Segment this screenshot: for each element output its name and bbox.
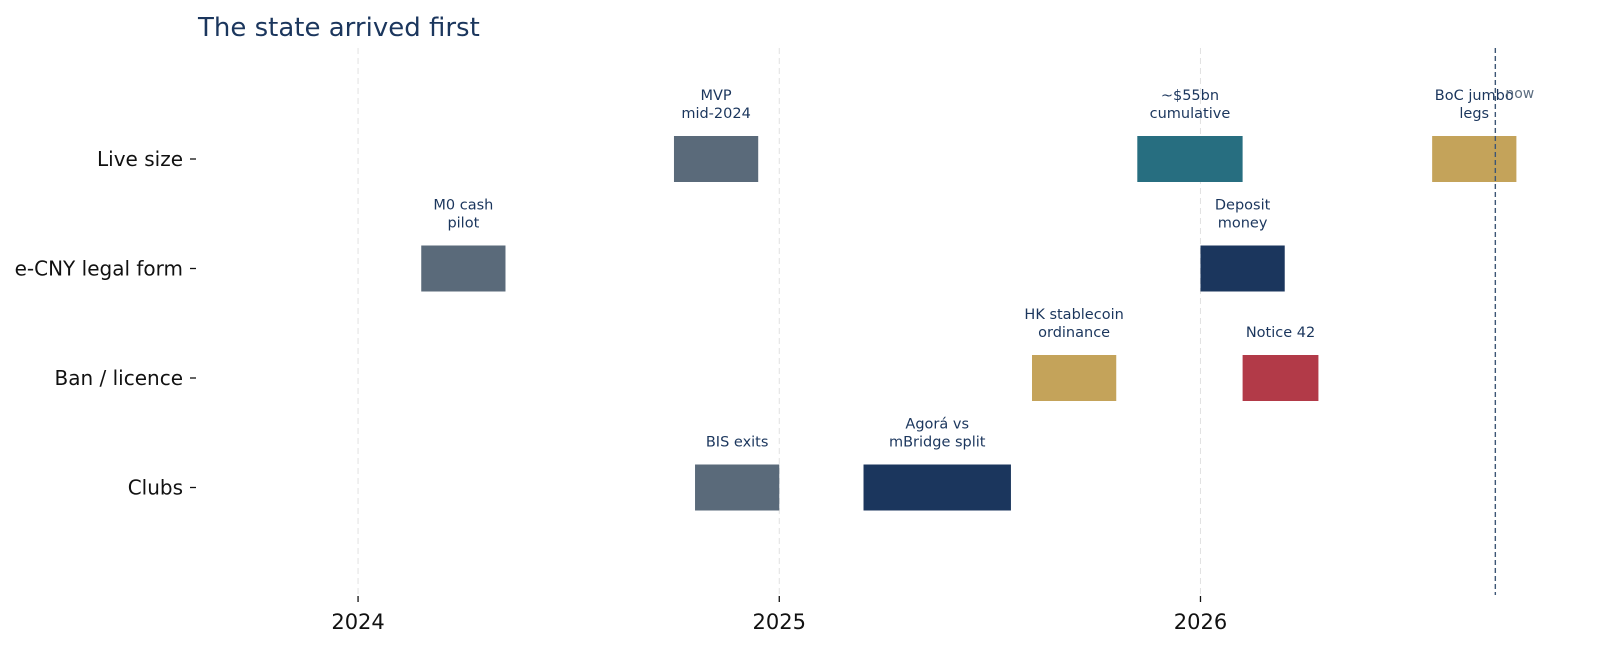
timeline-bar: [863, 464, 1011, 511]
x-tick-label: 2025: [753, 610, 806, 634]
x-tick-label: 2024: [331, 610, 384, 634]
timeline-bar: [1200, 245, 1285, 292]
timeline-bar: [1432, 136, 1517, 182]
timeline-bar: [421, 245, 506, 292]
y-row-label: Live size: [97, 147, 183, 171]
timeline-bar: [695, 464, 780, 511]
bar-annotation: MVP mid-2024: [681, 88, 751, 122]
axes-layer: 2024 2025 2026 Live size e-CNY legal form Ban…: [15, 147, 1228, 634]
timeline-bar: [673, 136, 759, 182]
bar-annotation: Deposit money: [1215, 198, 1271, 232]
annotations-layer: MVP mid-2024 ~$55bn cumulative BoC jumbo legs…: [433, 48, 1534, 595]
x-tick-label: 2026: [1174, 610, 1227, 634]
chart-title: The state arrived first: [197, 13, 480, 43]
bar-annotation: BIS exits: [706, 435, 769, 451]
bar-annotation: Agorá vs mBridge split: [889, 417, 986, 451]
timeline-bar: [1137, 136, 1243, 182]
bar-annotation: HK stablecoin ordinance: [1024, 307, 1123, 341]
bar-annotation: ~$55bn cumulative: [1150, 88, 1231, 122]
timeline-bar: [1242, 355, 1319, 401]
y-row-label: Clubs: [128, 476, 183, 500]
bar-annotation: M0 cash pilot: [433, 198, 493, 232]
bars-layer: [421, 136, 1517, 511]
y-row-label: e-CNY legal form: [15, 257, 183, 281]
bar-annotation: Notice 42: [1246, 325, 1315, 341]
now-label: now: [1505, 86, 1534, 102]
timeline-bar: [1032, 355, 1117, 401]
y-row-label: Ban / licence: [55, 366, 184, 390]
bar-annotation: BoC jumbo legs: [1435, 88, 1514, 122]
